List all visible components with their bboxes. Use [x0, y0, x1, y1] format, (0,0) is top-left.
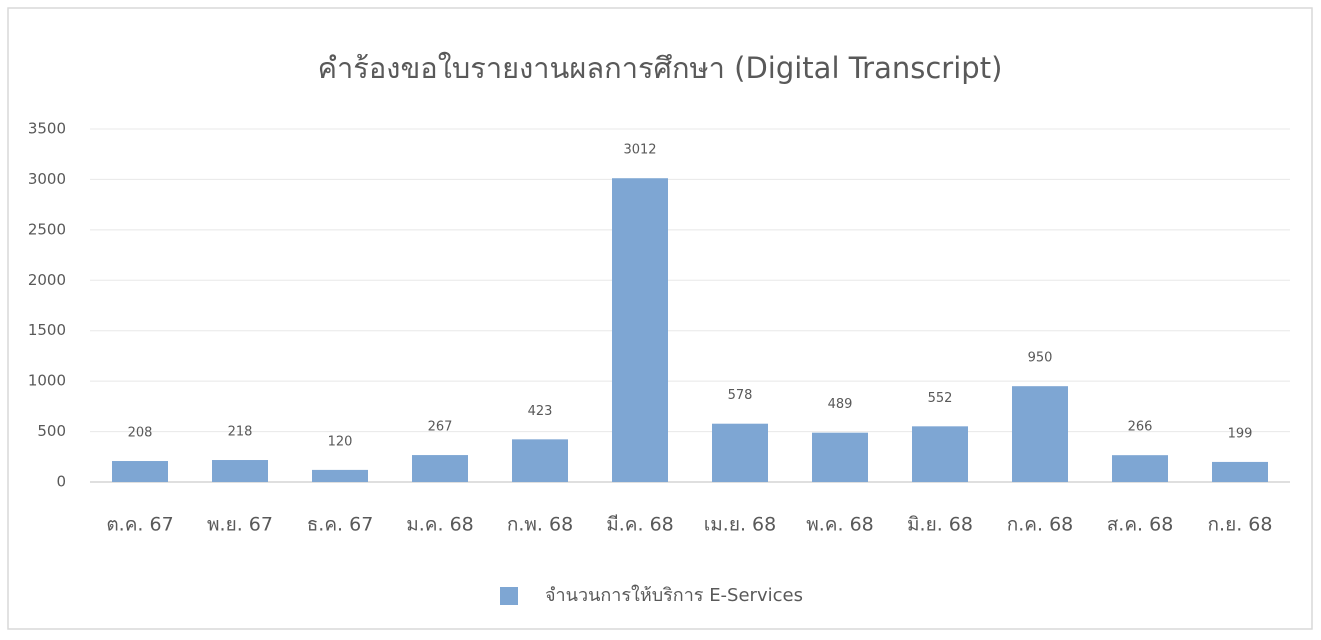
- x-tick-label: ก.ย. 68: [1208, 514, 1273, 536]
- x-tick-label: ม.ค. 68: [406, 514, 474, 536]
- bar: [1212, 461, 1268, 482]
- data-label: 950: [1028, 351, 1053, 366]
- data-label: 218: [228, 425, 253, 440]
- data-label: 267: [428, 420, 453, 435]
- data-label: 208: [128, 426, 153, 441]
- data-label: 423: [528, 404, 553, 419]
- data-label: 266: [1128, 420, 1153, 435]
- bar: [612, 178, 668, 482]
- x-tick-label: ส.ค. 68: [1107, 514, 1174, 536]
- x-tick-label: ก.พ. 68: [507, 514, 573, 536]
- data-label: 552: [928, 391, 953, 406]
- x-tick-label: ก.ค. 68: [1007, 514, 1074, 536]
- bar: [812, 432, 868, 482]
- data-label: 489: [828, 397, 853, 412]
- bar: [112, 461, 168, 482]
- x-tick-label: มี.ค. 68: [606, 514, 674, 536]
- bar: [1012, 386, 1068, 482]
- legend-swatch: [500, 587, 518, 605]
- y-tick-label: 2500: [28, 220, 66, 238]
- x-tick-label: พ.ย. 67: [207, 514, 273, 536]
- x-tick-label: เม.ย. 68: [704, 514, 776, 536]
- bar: [1112, 455, 1168, 482]
- x-tick-label: มิ.ย. 68: [907, 514, 973, 536]
- x-tick-label: ธ.ค. 67: [307, 514, 374, 536]
- bar: [412, 455, 468, 482]
- y-tick-label: 2000: [28, 271, 66, 289]
- chart-title: คำร้องขอใบรายงานผลการศึกษา (Digital Tran…: [318, 51, 1003, 85]
- data-label: 578: [728, 388, 753, 403]
- bar: [312, 469, 368, 482]
- y-tick-label: 0: [56, 473, 66, 491]
- y-tick-label: 3000: [28, 170, 66, 188]
- y-tick-label: 500: [37, 422, 66, 440]
- x-tick-label: ต.ค. 67: [106, 514, 173, 536]
- y-tick-label: 1000: [28, 372, 66, 390]
- y-tick-label: 3500: [28, 120, 66, 138]
- bar: [712, 423, 768, 482]
- data-label: 199: [1228, 426, 1253, 441]
- data-label: 3012: [623, 143, 656, 158]
- y-tick-label: 1500: [28, 321, 66, 339]
- bar: [512, 439, 568, 482]
- data-label: 120: [328, 434, 353, 449]
- x-tick-label: พ.ค. 68: [806, 514, 874, 536]
- legend-label: จำนวนการให้บริการ E-Services: [545, 584, 803, 606]
- bar: [212, 460, 268, 482]
- bar: [912, 426, 968, 482]
